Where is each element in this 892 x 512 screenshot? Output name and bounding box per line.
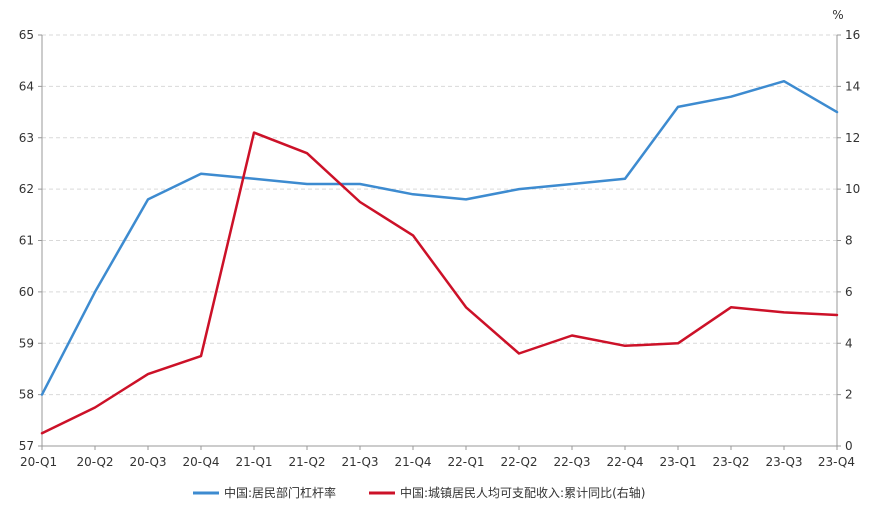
- left-tick-label: 62: [19, 182, 34, 196]
- x-tick-label: 20-Q4: [182, 455, 219, 469]
- axes: %: [42, 8, 844, 446]
- left-tick-label: 61: [19, 234, 34, 248]
- right-tick-label: 4: [845, 336, 853, 350]
- x-tick-label: 23-Q3: [765, 455, 802, 469]
- right-tick-label: 6: [845, 285, 853, 299]
- left-tick-label: 63: [19, 131, 34, 145]
- legend-item-income: 中国:城镇居民人均可支配收入:累计同比(右轴): [369, 485, 645, 500]
- x-tick-label: 20-Q2: [76, 455, 113, 469]
- grid-lines: [42, 35, 837, 395]
- left-tick-label: 57: [19, 439, 34, 453]
- series-line-income: [42, 133, 837, 434]
- x-tick-label: 23-Q4: [818, 455, 855, 469]
- x-tick-label: 22-Q3: [553, 455, 590, 469]
- x-tick-label: 23-Q1: [659, 455, 696, 469]
- x-tick-label: 22-Q2: [500, 455, 537, 469]
- legend: 中国:居民部门杠杆率 中国:城镇居民人均可支配收入:累计同比(右轴): [193, 485, 645, 500]
- x-tick-label: 22-Q1: [447, 455, 484, 469]
- x-tick-label: 22-Q4: [606, 455, 643, 469]
- left-tick-label: 60: [19, 285, 34, 299]
- right-axis-unit: %: [832, 8, 843, 22]
- right-tick-label: 8: [845, 234, 853, 248]
- left-tick-label: 64: [19, 79, 34, 93]
- left-tick-label: 65: [19, 28, 34, 42]
- right-tick-label: 0: [845, 439, 853, 453]
- right-tick-label: 2: [845, 388, 853, 402]
- left-tick-label: 58: [19, 388, 34, 402]
- right-tick-label: 14: [845, 79, 860, 93]
- x-tick-label: 23-Q2: [712, 455, 749, 469]
- series-line-leverage: [42, 81, 837, 394]
- legend-item-leverage: 中国:居民部门杠杆率: [193, 485, 336, 500]
- x-tick-labels: 20-Q1 20-Q2 20-Q3 20-Q4 21-Q1 21-Q2 21-Q3 21-Q4…: [20, 446, 855, 469]
- x-tick-label: 20-Q1: [20, 455, 57, 469]
- x-tick-label: 21-Q1: [235, 455, 272, 469]
- legend-label-income: 中国:城镇居民人均可支配收入:累计同比(右轴): [400, 485, 645, 500]
- legend-label-leverage: 中国:居民部门杠杆率: [224, 485, 336, 500]
- right-tick-label: 10: [845, 182, 860, 196]
- right-tick-labels: 0 2 4 6 8 10 12 14 16: [837, 28, 860, 453]
- left-tick-labels: 57 58 59 60 61 62 63 64 65: [19, 28, 42, 453]
- x-tick-label: 20-Q3: [129, 455, 166, 469]
- left-tick-label: 59: [19, 336, 34, 350]
- series-lines: [42, 81, 837, 433]
- x-tick-label: 21-Q4: [394, 455, 431, 469]
- right-tick-label: 16: [845, 28, 860, 42]
- x-tick-label: 21-Q3: [341, 455, 378, 469]
- x-tick-label: 21-Q2: [288, 455, 325, 469]
- right-tick-label: 12: [845, 131, 860, 145]
